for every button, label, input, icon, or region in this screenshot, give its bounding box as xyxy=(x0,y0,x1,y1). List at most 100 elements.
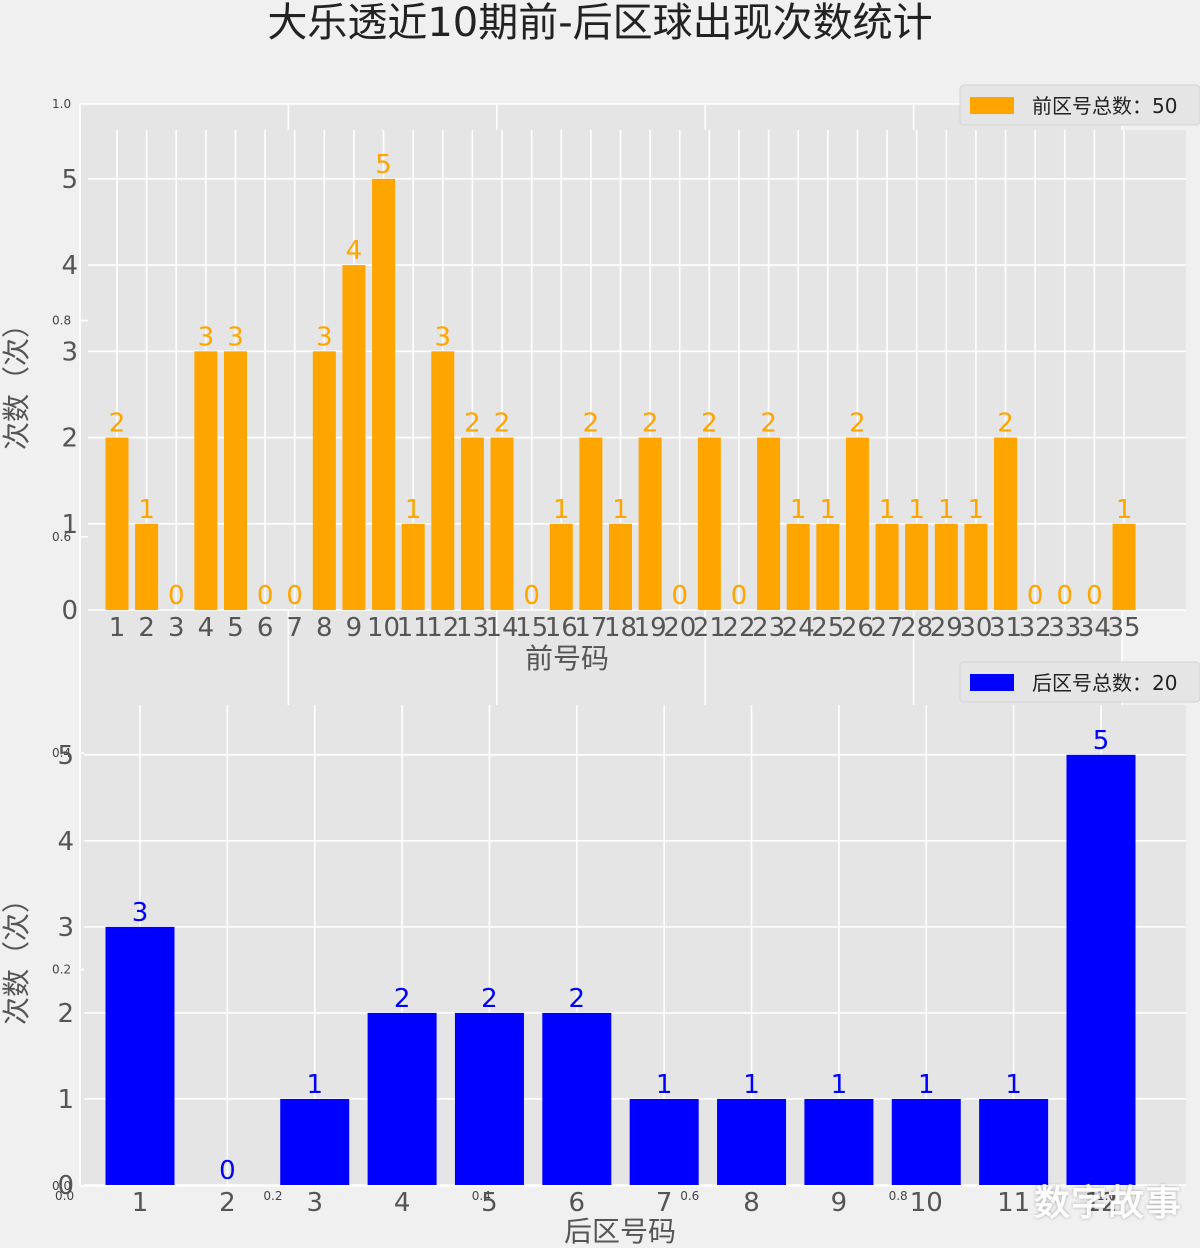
x-tick-label: 15 xyxy=(515,613,548,643)
bar-value-label: 2 xyxy=(569,984,586,1014)
bar-value-label: 0 xyxy=(1086,581,1103,611)
x-tick-label: 20 xyxy=(663,613,696,643)
x-tick-label: 13 xyxy=(456,613,489,643)
bar-18 xyxy=(609,523,632,610)
bar-19 xyxy=(638,437,662,610)
bar-value-label: 2 xyxy=(849,409,866,439)
x-tick-label: 7 xyxy=(656,1188,673,1218)
x-tick-label: 35 xyxy=(1107,613,1140,643)
ghost-ytick-label: 0.2 xyxy=(52,963,71,977)
bar-value-label: 2 xyxy=(701,409,718,439)
legend-swatch xyxy=(970,674,1014,691)
bar-value-label: 2 xyxy=(997,409,1014,439)
x-tick-label: 3 xyxy=(168,613,185,643)
x-tick-label: 14 xyxy=(485,613,518,643)
bar-value-label: 1 xyxy=(908,495,925,525)
x-tick-label: 11 xyxy=(397,613,430,643)
x-tick-label: 1 xyxy=(132,1188,149,1218)
bar-value-label: 2 xyxy=(494,409,511,439)
x-axis-label: 前号码 xyxy=(525,642,609,675)
bar-4 xyxy=(367,1012,437,1185)
legend: 前区号总数：50 xyxy=(959,84,1200,126)
bar-value-label: 1 xyxy=(612,495,629,525)
x-tick-label: 8 xyxy=(743,1188,760,1218)
x-tick-label: 12 xyxy=(426,613,459,643)
bar-1 xyxy=(105,926,175,1185)
back-zone-chart: 012345310213242526171819110111512后区号码次数（… xyxy=(0,661,1200,1248)
bar-35 xyxy=(1112,523,1136,610)
x-tick-label: 30 xyxy=(959,613,992,643)
x-tick-label: 6 xyxy=(257,613,274,643)
bar-value-label: 2 xyxy=(583,409,600,439)
legend: 后区号总数：20 xyxy=(959,661,1200,703)
ghost-xtick-label: 1.0 xyxy=(1097,1189,1116,1203)
bar-7 xyxy=(629,1098,699,1185)
bar-21 xyxy=(697,437,721,610)
bar-value-label: 3 xyxy=(316,322,333,352)
bar-12 xyxy=(431,351,455,610)
x-tick-label: 19 xyxy=(634,613,667,643)
y-tick-label: 2 xyxy=(57,999,74,1029)
bar-8 xyxy=(717,1098,787,1185)
bar-value-label: 0 xyxy=(1056,581,1073,611)
bar-11 xyxy=(401,523,425,610)
bar-value-label: 2 xyxy=(760,409,777,439)
bar-8 xyxy=(312,351,336,610)
x-tick-label: 12 xyxy=(1084,1188,1117,1218)
y-axis-label: 次数（次） xyxy=(0,885,33,1025)
x-tick-label: 27 xyxy=(871,613,904,643)
x-tick-label: 2 xyxy=(219,1188,236,1218)
x-tick-label: 18 xyxy=(604,613,637,643)
legend-box xyxy=(959,84,1200,126)
x-tick-label: 31 xyxy=(989,613,1022,643)
bar-value-label: 0 xyxy=(1027,581,1044,611)
bar-value-label: 1 xyxy=(1116,495,1133,525)
x-tick-label: 23 xyxy=(752,613,785,643)
legend-swatch xyxy=(970,97,1014,114)
bar-27 xyxy=(875,523,899,610)
bar-value-label: 1 xyxy=(820,495,837,525)
ghost-ytick-label: 0.0 xyxy=(52,1179,71,1193)
x-tick-label: 29 xyxy=(930,613,963,643)
x-tick-label: 10 xyxy=(367,613,400,643)
bar-5 xyxy=(223,351,247,610)
bar-11 xyxy=(979,1098,1049,1185)
y-axis-label: 次数（次） xyxy=(0,310,33,450)
chart-title: 大乐透近10期前-后区球出现次数统计 xyxy=(267,0,932,46)
y-tick-label: 0 xyxy=(61,596,78,626)
ghost-ytick-label: 1.0 xyxy=(52,97,71,111)
bar-value-label: 1 xyxy=(743,1070,760,1100)
bar-value-label: 4 xyxy=(346,236,363,266)
y-tick-label: 4 xyxy=(57,827,74,857)
x-tick-label: 2 xyxy=(138,613,155,643)
x-tick-label: 5 xyxy=(227,613,244,643)
x-axis-label: 后区号码 xyxy=(564,1215,676,1248)
ghost-ytick-label: 0.8 xyxy=(52,313,71,327)
bar-30 xyxy=(964,523,988,610)
x-tick-label: 26 xyxy=(841,613,874,643)
bar-value-label: 3 xyxy=(227,322,244,352)
watermark-text: 数字故事 xyxy=(1033,1183,1182,1224)
y-tick-label: 3 xyxy=(61,337,78,367)
bar-25 xyxy=(816,523,840,610)
x-tick-label: 3 xyxy=(306,1188,323,1218)
bar-9 xyxy=(804,1098,874,1185)
bar-2 xyxy=(135,523,159,610)
bar-value-label: 1 xyxy=(831,1070,848,1100)
bar-value-label: 5 xyxy=(1093,726,1110,756)
x-tick-label: 8 xyxy=(316,613,333,643)
bar-value-label: 2 xyxy=(642,409,659,439)
bar-value-label: 1 xyxy=(656,1070,673,1100)
bar-17 xyxy=(579,437,603,610)
bar-4 xyxy=(194,351,218,610)
y-tick-label: 2 xyxy=(61,424,78,454)
x-tick-label: 25 xyxy=(811,613,844,643)
bar-5 xyxy=(454,1012,524,1185)
x-tick-label: 22 xyxy=(722,613,755,643)
bar-value-label: 5 xyxy=(375,150,392,180)
y-tick-label: 5 xyxy=(61,165,78,195)
legend-label: 前区号总数：50 xyxy=(1032,94,1177,118)
x-tick-label: 10 xyxy=(910,1188,943,1218)
bar-10 xyxy=(372,178,396,610)
